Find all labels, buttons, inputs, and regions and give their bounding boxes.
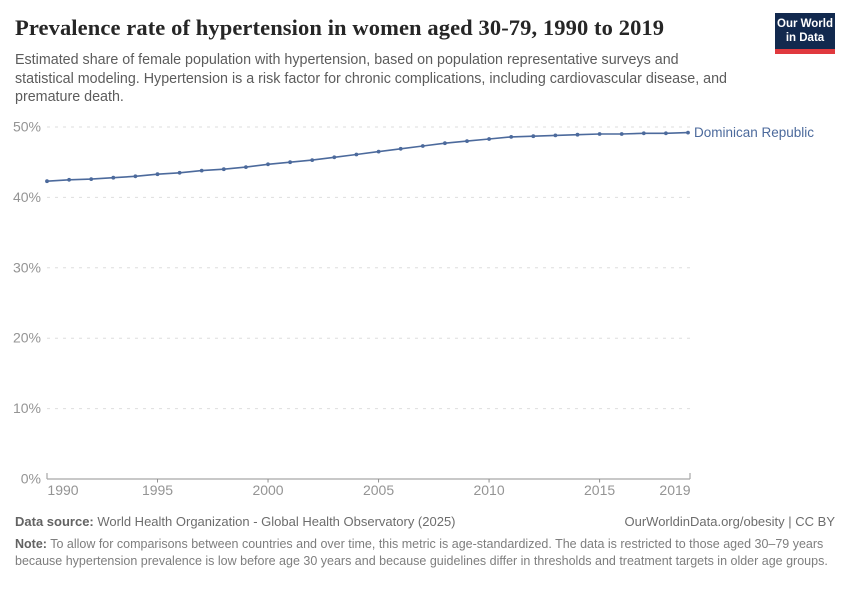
data-point-2016[interactable] <box>619 132 624 136</box>
y-tick-label-30: 30% <box>13 259 41 275</box>
x-tick-label-2019: 2019 <box>659 482 690 498</box>
data-source-label: Data source: <box>15 514 94 529</box>
series-end-label[interactable]: Dominican Republic <box>694 125 814 140</box>
y-tick-label-40: 40% <box>13 189 41 205</box>
data-source: Data source: World Health Organization -… <box>15 514 456 529</box>
owid-logo-box: Our World in Data <box>775 13 835 49</box>
data-point-2009[interactable] <box>465 139 469 143</box>
note-text: To allow for comparisons between countri… <box>15 537 828 568</box>
data-point-1995[interactable] <box>155 172 160 177</box>
data-point-1998[interactable] <box>221 167 226 172</box>
data-point-2006[interactable] <box>398 146 403 151</box>
data-point-1993[interactable] <box>111 175 116 180</box>
x-tick-label-2010: 2010 <box>473 482 504 498</box>
owid-logo-stripe <box>775 49 835 54</box>
owid-logo[interactable]: Our World in Data <box>775 13 835 54</box>
data-point-2018[interactable] <box>664 131 668 136</box>
license-link[interactable]: OurWorldinData.org/obesity | CC BY <box>624 514 836 529</box>
x-tick-label-2005: 2005 <box>363 482 394 498</box>
data-point-2002[interactable] <box>310 158 315 162</box>
data-point-2011[interactable] <box>509 135 514 139</box>
chart-footer: Data source: World Health Organization -… <box>15 514 835 570</box>
x-tick-label-2000: 2000 <box>252 482 283 498</box>
data-point-1996[interactable] <box>177 170 182 175</box>
data-point-2010[interactable] <box>487 137 491 141</box>
data-point-2005[interactable] <box>376 149 381 154</box>
note-label: Note: <box>15 537 47 551</box>
data-point-2017[interactable] <box>641 131 646 136</box>
owid-logo-line2: in Data <box>785 31 825 44</box>
line-chart[interactable]: 0% 10% 20% 30% 40% 50% 1990 1995 2000 2005 2010 201… <box>0 105 850 510</box>
data-point-1994[interactable] <box>133 174 138 179</box>
x-tick-label-2015: 2015 <box>584 482 615 498</box>
data-point-2001[interactable] <box>288 160 292 165</box>
data-point-2007[interactable] <box>420 144 425 148</box>
x-tick-label-1990: 1990 <box>47 482 78 498</box>
data-point-2014[interactable] <box>575 132 580 137</box>
chart-subtitle: Estimated share of female population wit… <box>15 52 727 105</box>
series-line-dominican-republic[interactable] <box>46 131 689 182</box>
data-point-1992[interactable] <box>89 177 94 181</box>
data-point-2000[interactable] <box>266 162 270 167</box>
chart-note: Note: To allow for comparisons between c… <box>15 536 835 570</box>
data-source-text: World Health Organization - Global Healt… <box>93 514 456 529</box>
data-point-2012[interactable] <box>531 134 536 139</box>
data-point-1990[interactable] <box>45 179 49 184</box>
x-tick-label-1995: 1995 <box>142 482 173 498</box>
data-point-2004[interactable] <box>354 152 359 157</box>
data-point-2015[interactable] <box>597 132 602 136</box>
data-point-1991[interactable] <box>67 177 71 182</box>
data-point-2008[interactable] <box>443 141 447 146</box>
y-tick-label-10: 10% <box>13 400 41 416</box>
data-point-1997[interactable] <box>199 168 204 173</box>
data-point-2013[interactable] <box>553 133 558 138</box>
y-tick-label-20: 20% <box>13 330 41 346</box>
y-tick-label-0: 0% <box>21 471 41 487</box>
data-point-1999[interactable] <box>244 165 248 169</box>
data-point-2019[interactable] <box>686 130 690 135</box>
page-title: Prevalence rate of hypertension in women… <box>15 15 665 40</box>
data-point-2003[interactable] <box>332 155 337 160</box>
y-tick-label-50: 50% <box>13 119 41 135</box>
owid-logo-line1: Our World <box>777 18 834 30</box>
